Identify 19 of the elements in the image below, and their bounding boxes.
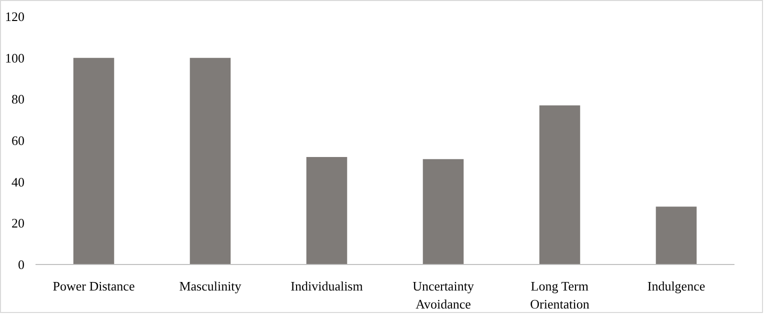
y-tick-label: 120: [5, 9, 24, 24]
bar: [73, 58, 114, 264]
x-tick-label: Power Distance: [52, 278, 135, 294]
bar: [422, 159, 464, 264]
y-tick-label: 20: [12, 216, 24, 231]
y-tick-label: 40: [12, 174, 24, 190]
bar: [539, 105, 580, 264]
x-tick-label: Long Term Orientation: [530, 278, 590, 312]
x-tick-label: Uncertainty Avoidance: [412, 278, 474, 312]
y-tick-label: 80: [12, 92, 24, 107]
bar: [190, 58, 231, 264]
x-tick-label: Indulgence: [647, 278, 706, 294]
y-tick-label: 100: [5, 50, 24, 66]
bar: [656, 206, 697, 264]
x-tick-label: Individualism: [290, 278, 363, 294]
x-tick-label: Masculinity: [179, 278, 242, 294]
y-tick-label: 0: [18, 257, 24, 272]
y-tick-label: 60: [12, 133, 24, 148]
bar: [306, 157, 348, 264]
